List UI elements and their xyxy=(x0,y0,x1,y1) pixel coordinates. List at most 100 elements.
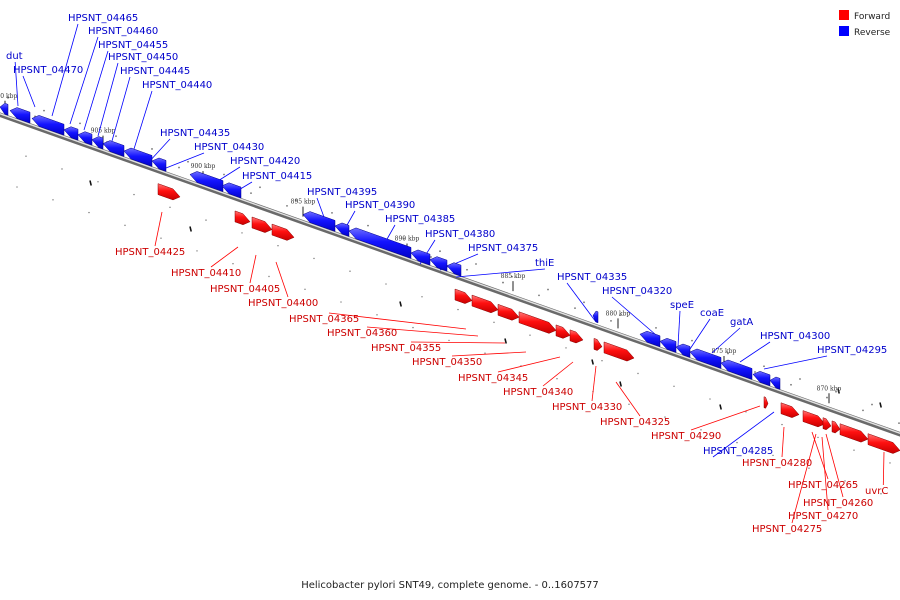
forward-gene-arrow xyxy=(802,410,826,428)
gc-marker xyxy=(719,404,722,410)
track-dot xyxy=(376,314,378,316)
track-dot xyxy=(43,109,45,112)
tick-label: 910 kbp xyxy=(0,93,17,100)
leader-line xyxy=(825,433,844,498)
reverse-gene-arrow xyxy=(221,182,242,199)
gene-labels: dut HPSNT_04470 HPSNT_04465 HPSNT_04460 HPSN… xyxy=(6,13,888,535)
legend-forward-label: Forward xyxy=(854,12,890,22)
track-dot xyxy=(457,308,459,311)
reverse-gene-arrow xyxy=(720,359,753,380)
track-dot xyxy=(169,206,171,209)
gene-label-hpsnt-04405: HPSNT_04405 xyxy=(210,284,280,295)
leader-line xyxy=(611,296,657,336)
gene-label-hpsnt-04410: HPSNT_04410 xyxy=(171,268,241,279)
track-dot xyxy=(52,199,54,201)
track-dot xyxy=(88,211,90,214)
gene-label-hpsnt-04440: HPSNT_04440 xyxy=(142,80,212,91)
leader-line xyxy=(690,405,761,431)
track-dot xyxy=(367,224,369,227)
track-dot xyxy=(637,372,639,375)
gene-label-hpsnt-04385: HPSNT_04385 xyxy=(385,214,455,225)
reverse-gene-arrow xyxy=(77,131,93,146)
gene-label-hpsnt-04290: HPSNT_04290 xyxy=(651,431,721,442)
track-dot xyxy=(880,493,882,495)
reverse-gene-arrow xyxy=(9,107,31,124)
tick-label: 900 kbp xyxy=(191,163,216,170)
leader-line xyxy=(366,326,479,337)
forward-gene-arrow xyxy=(251,216,273,233)
track-dot xyxy=(619,314,621,316)
track-dot xyxy=(790,383,792,386)
leader-line xyxy=(83,50,109,131)
gene-label-hpsnt-04415: HPSNT_04415 xyxy=(242,171,312,182)
track-dot xyxy=(610,320,612,322)
track-dot xyxy=(475,263,477,265)
track-dot xyxy=(421,296,423,298)
gene-label-thie: thiE xyxy=(535,258,554,269)
track-dot xyxy=(565,347,567,349)
gene-label-hpsnt-04425: HPSNT_04425 xyxy=(115,247,185,258)
gene-label-hpsnt-04460: HPSNT_04460 xyxy=(88,26,158,37)
track-dot xyxy=(826,396,828,399)
reverse-gene-arrow xyxy=(189,171,224,193)
forward-gene-arrow xyxy=(831,420,841,434)
track-dot xyxy=(439,250,441,253)
leader-line xyxy=(781,426,785,458)
tick-label: 875 kbp xyxy=(712,348,737,355)
track-dot xyxy=(304,288,306,290)
track-dot xyxy=(736,441,738,444)
legend: Forward Reverse xyxy=(839,10,891,38)
track-dot xyxy=(232,263,234,265)
track-dot xyxy=(115,135,117,138)
track-dot xyxy=(205,219,207,221)
track-dot xyxy=(430,256,432,258)
tick-label: 895 kbp xyxy=(291,199,316,206)
track-dot xyxy=(466,268,468,271)
track-dot xyxy=(781,423,783,426)
leader-line xyxy=(763,355,828,370)
leader-line xyxy=(154,211,163,247)
legend-reverse-label: Reverse xyxy=(854,28,891,38)
leader-line xyxy=(410,341,506,344)
reverse-gene-arrow xyxy=(675,343,691,358)
reverse-gene-arrow xyxy=(123,147,153,167)
track-dot xyxy=(7,96,9,99)
forward-gene-arrow xyxy=(234,210,251,226)
track-dot xyxy=(241,232,243,234)
track-dot xyxy=(448,339,450,342)
track-dot xyxy=(250,192,252,195)
gene-label-hpsnt-04280: HPSNT_04280 xyxy=(742,458,812,469)
track-dot xyxy=(538,294,540,297)
tick-label: 890 kbp xyxy=(395,235,420,242)
leader-line xyxy=(791,433,817,524)
track-dot xyxy=(655,326,657,329)
track-dot xyxy=(259,186,261,189)
reverse-gene-arrow xyxy=(410,249,431,266)
gene-label-hpsnt-04355: HPSNT_04355 xyxy=(371,343,441,354)
leader-line xyxy=(739,341,771,363)
gene-label-hpsnt-04465: HPSNT_04465 xyxy=(68,13,138,24)
gene-label-hpsnt-04275: HPSNT_04275 xyxy=(752,524,822,535)
gene-label-hpsnt-04380: HPSNT_04380 xyxy=(425,229,495,240)
track-dot xyxy=(268,275,270,278)
leader-line xyxy=(249,254,257,284)
gene-label-hpsnt-04375: HPSNT_04375 xyxy=(468,243,538,254)
gene-label-hpsnt-04260: HPSNT_04260 xyxy=(803,498,873,509)
track-dot xyxy=(547,288,549,291)
scatter-dot-rows xyxy=(7,96,900,495)
leader-line xyxy=(133,90,153,150)
leader-line xyxy=(711,327,741,354)
leader-line xyxy=(497,356,561,373)
gene-label-hpsnt-04335: HPSNT_04335 xyxy=(557,272,627,283)
gene-label-spee: speE xyxy=(670,300,694,311)
track-dot xyxy=(16,186,18,188)
gene-label-dut: dut xyxy=(6,51,23,62)
leader-line xyxy=(275,261,289,298)
reverse-gene-arrow xyxy=(151,157,167,172)
reverse-gene-arrow xyxy=(91,136,104,150)
gene-label-hpsnt-04365: HPSNT_04365 xyxy=(289,314,359,325)
track-dot xyxy=(295,199,297,201)
reverse-gene-arrow xyxy=(429,256,448,272)
reverse-gene-arrow xyxy=(446,262,462,277)
